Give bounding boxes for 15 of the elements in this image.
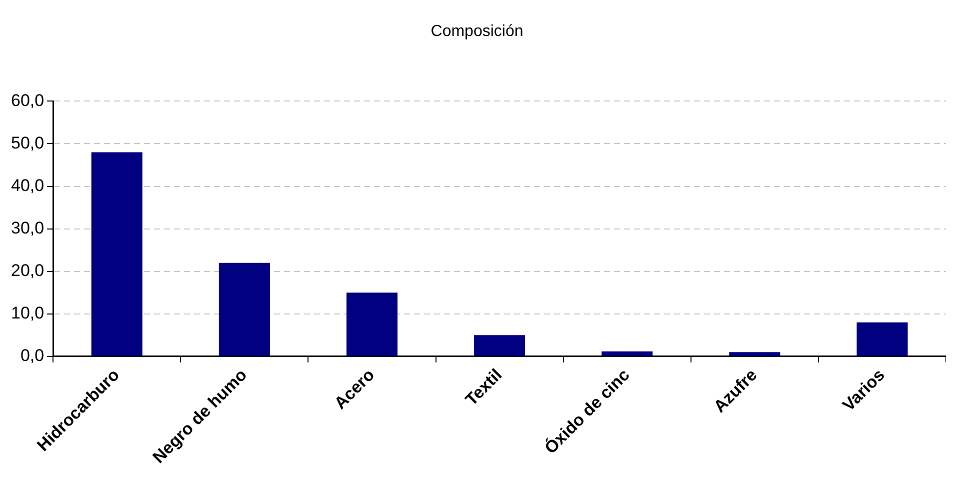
y-tick-label: 0,0 [20,346,44,366]
y-tick-label: 10,0 [10,304,44,323]
bar [346,292,398,356]
y-tick-label: 30,0 [10,218,44,238]
y-tick-label: 40,0 [10,176,44,195]
bar [218,262,270,356]
chart-title: Composición [430,23,524,40]
bar [91,152,142,356]
y-tick-label: 60,0 [10,90,44,110]
bar [856,322,908,356]
bar [729,352,780,356]
y-tick-label: 20,0 [10,261,44,280]
bar [474,335,526,356]
bar [602,351,653,356]
y-tick-label: 50,0 [10,133,44,152]
